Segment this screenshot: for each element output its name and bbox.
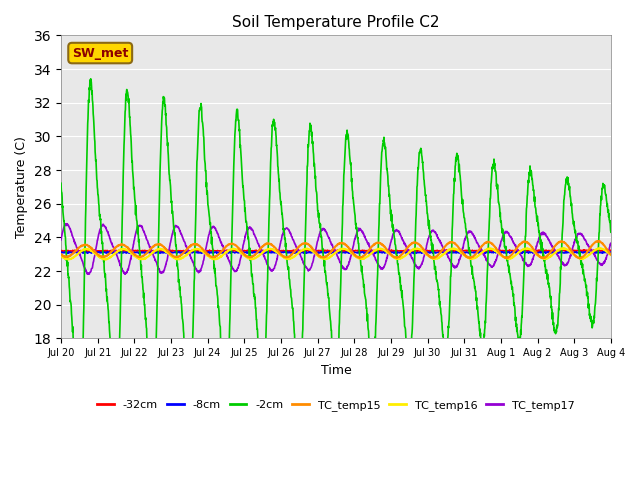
X-axis label: Time: Time <box>321 364 351 377</box>
Legend: -32cm, -8cm, -2cm, TC_temp15, TC_temp16, TC_temp17: -32cm, -8cm, -2cm, TC_temp15, TC_temp16,… <box>93 396 579 415</box>
Text: SW_met: SW_met <box>72 47 129 60</box>
Y-axis label: Temperature (C): Temperature (C) <box>15 136 28 238</box>
Title: Soil Temperature Profile C2: Soil Temperature Profile C2 <box>232 15 440 30</box>
